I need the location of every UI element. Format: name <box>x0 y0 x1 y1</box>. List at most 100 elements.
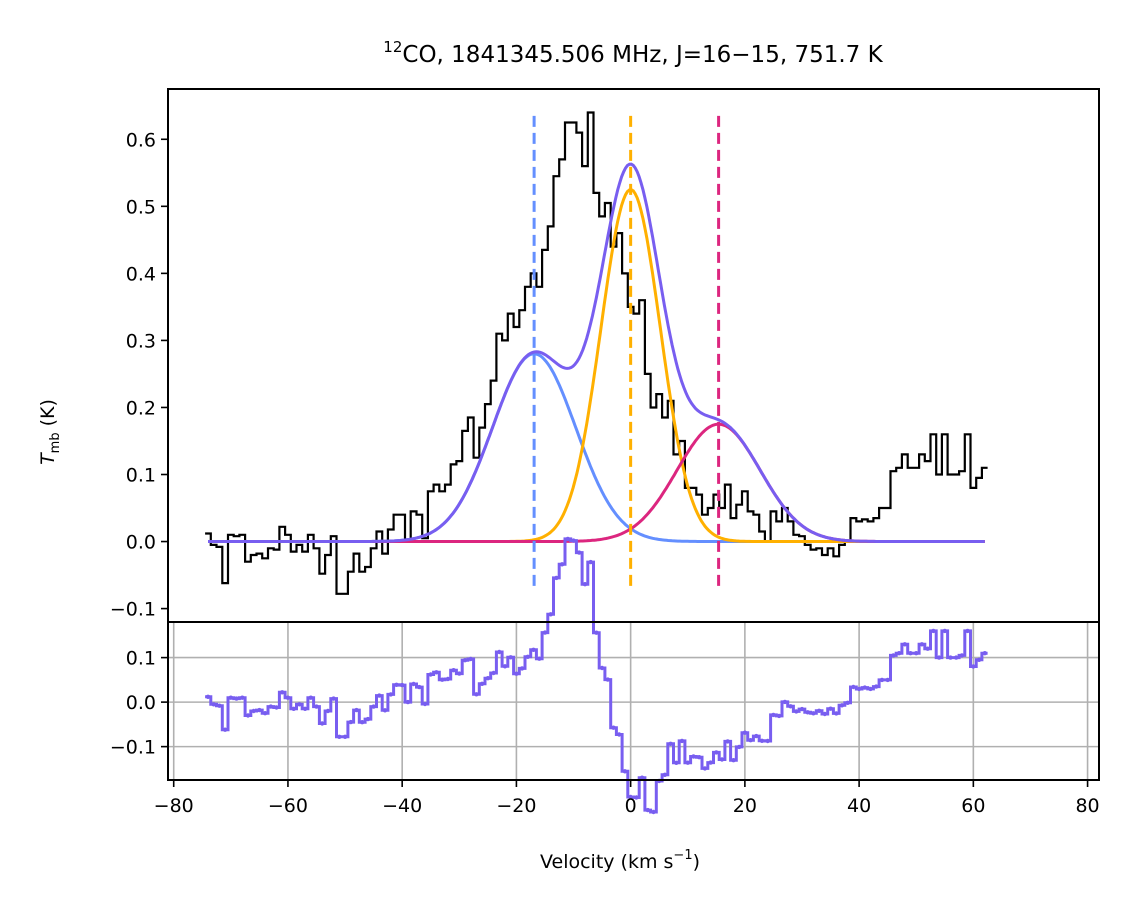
residual-point <box>514 671 519 676</box>
residual-point <box>348 719 353 725</box>
residual-point <box>274 705 279 710</box>
residual-point <box>639 775 645 780</box>
residual-point <box>217 703 222 708</box>
y-axis-label-subscript: mb <box>48 432 63 453</box>
residual-point <box>577 550 582 555</box>
residual-panel-frame <box>167 621 1100 781</box>
residual-point <box>308 695 313 700</box>
title-main: CO, 1841345.506 MHz, J=16−15, 751.7 K <box>402 42 883 68</box>
residual-y-tick-label: 0.0 <box>126 692 156 714</box>
residual-point <box>388 692 393 697</box>
residual-point <box>891 653 896 658</box>
residual-point <box>417 684 422 690</box>
residual-point <box>936 655 942 660</box>
residual-panel-gridlines <box>168 622 1099 780</box>
x-tick-label: −80 <box>154 795 194 817</box>
residual-point <box>451 668 456 673</box>
residual-point <box>519 666 525 671</box>
residual-point <box>914 651 919 656</box>
residual-point <box>879 677 885 683</box>
residual-point <box>759 738 765 743</box>
residual-point <box>320 721 325 726</box>
residual-point <box>622 769 628 774</box>
residual-point <box>959 653 965 658</box>
residual-point <box>394 682 399 687</box>
residual-point <box>805 710 810 715</box>
main-y-tick-label: −0.1 <box>110 599 156 621</box>
residual-point <box>360 720 365 725</box>
residual-point <box>776 713 782 719</box>
residual-point <box>811 711 816 716</box>
x-axis-label-close: ) <box>693 851 700 873</box>
residual-point <box>331 696 336 701</box>
residual-point <box>531 647 536 652</box>
residual-point <box>931 628 936 634</box>
residual-point <box>497 649 502 655</box>
residual-point <box>908 651 913 656</box>
residual-point <box>548 612 553 617</box>
residual-point <box>851 684 856 690</box>
x-tick-label: −20 <box>496 795 536 817</box>
residual-point <box>285 695 291 700</box>
residual-point <box>302 706 308 711</box>
residual-point <box>245 713 251 718</box>
residual-point <box>794 709 799 714</box>
residual-point <box>976 657 982 662</box>
main-y-tick-label: 0.0 <box>126 532 156 554</box>
residual-y-ticks: −0.1 0.0 0.1 <box>110 648 168 759</box>
residual-point <box>651 809 656 815</box>
x-tick-label: −40 <box>382 795 422 817</box>
main-y-tick-label: 0.4 <box>126 263 156 285</box>
x-axis-label-main: Velocity (km s <box>540 851 673 873</box>
main-y-tick-label: 0.5 <box>126 196 156 218</box>
residual-point <box>599 665 605 671</box>
residual-point <box>816 708 822 713</box>
residual-point <box>405 699 411 705</box>
residual-point <box>428 672 433 677</box>
residual-point <box>479 681 485 686</box>
residual-point <box>537 656 542 661</box>
residual-point <box>788 704 793 709</box>
total-fit-curve <box>208 162 985 543</box>
x-tick-label: 80 <box>1075 795 1099 817</box>
residual-point <box>211 702 216 707</box>
residual-plot-area <box>205 536 988 815</box>
residual-point <box>874 684 879 689</box>
residual-point <box>685 760 690 765</box>
x-tick-label: 60 <box>961 795 985 817</box>
residual-point <box>240 695 245 700</box>
residual-point <box>919 642 925 647</box>
residual-point <box>462 658 468 663</box>
residual-point <box>457 671 462 676</box>
x-tick-label: −60 <box>268 795 308 817</box>
main-y-tick-label: 0.6 <box>126 129 156 151</box>
residual-point <box>297 702 302 707</box>
residual-point <box>354 707 359 713</box>
residual-point <box>222 727 228 732</box>
residual-point <box>782 699 788 705</box>
residual-point <box>856 686 862 692</box>
y-axis-label-rest: (K) <box>37 399 59 432</box>
residual-point <box>731 758 736 763</box>
residual-point <box>508 655 513 660</box>
residual-point <box>365 716 371 722</box>
residual-point <box>268 704 273 709</box>
main-y-tick-label: 0.2 <box>126 397 156 419</box>
residual-point <box>771 712 776 718</box>
residual-point <box>679 738 685 744</box>
residual-point <box>691 754 696 759</box>
residual-point <box>708 760 713 765</box>
residual-point <box>342 734 348 739</box>
residual-point <box>748 738 753 743</box>
residual-point <box>411 681 416 687</box>
observed-spectrum-line <box>205 111 988 595</box>
x-tick-label: 40 <box>847 795 871 817</box>
title-isotope-superscript: 12 <box>383 38 402 56</box>
main-y-ticks: −0.1 0.0 0.1 0.2 0.3 0.4 0.5 0.6 <box>110 129 168 621</box>
residual-point <box>314 704 319 709</box>
residual-point <box>445 676 451 682</box>
residual-point <box>885 677 890 683</box>
residual-point <box>868 686 873 692</box>
residual-point <box>571 538 576 543</box>
residual-point <box>485 676 491 681</box>
